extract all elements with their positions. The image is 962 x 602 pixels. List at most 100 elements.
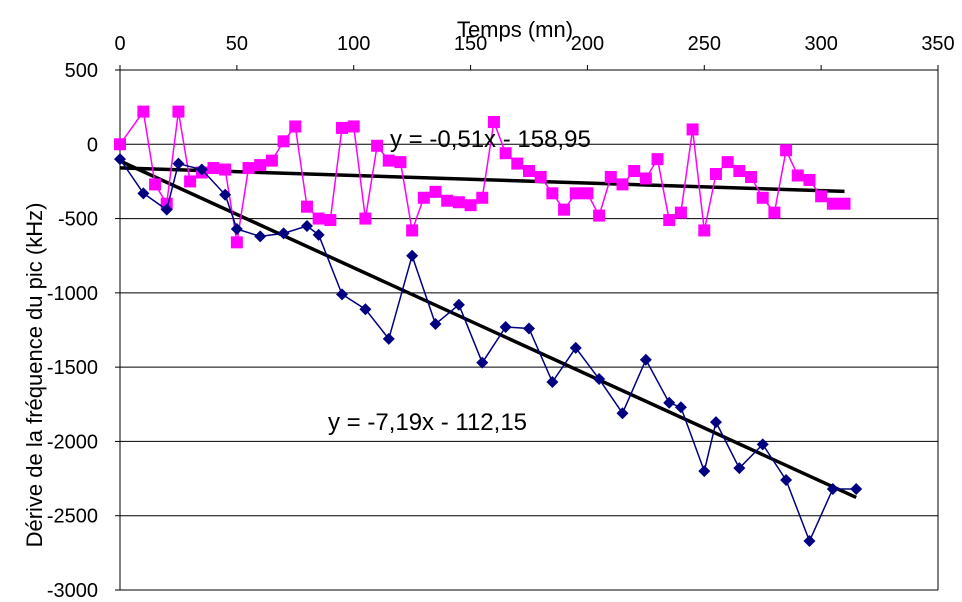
x-tick-label: 200 — [571, 33, 604, 55]
data-point — [137, 187, 150, 200]
data-point — [499, 321, 512, 334]
data-point — [382, 154, 395, 167]
data-point — [569, 341, 582, 354]
data-point — [242, 162, 255, 175]
data-point — [359, 303, 372, 316]
data-point — [780, 474, 793, 487]
trendlines — [119, 159, 857, 500]
data-point — [558, 203, 571, 216]
data-point — [300, 220, 313, 232]
data-point — [639, 172, 652, 185]
trend-equation-navy: y = -7,19x - 112,15 — [328, 409, 527, 436]
data-point — [616, 178, 629, 191]
data-point — [698, 224, 711, 237]
data-point — [511, 157, 524, 170]
data-point — [674, 206, 687, 219]
data-point — [628, 165, 641, 178]
data-point — [277, 227, 290, 240]
data-point — [674, 401, 687, 414]
data-point — [324, 214, 337, 227]
series — [114, 105, 863, 547]
data-point — [745, 170, 758, 183]
data-point — [791, 169, 804, 182]
y-tick-label: -1000 — [47, 283, 98, 305]
data-point — [639, 353, 652, 366]
data-point — [768, 206, 781, 219]
data-point — [195, 163, 208, 176]
data-point — [406, 224, 419, 237]
data-point — [803, 534, 816, 547]
data-point — [137, 105, 150, 118]
data-point — [534, 170, 547, 183]
data-point — [663, 214, 676, 227]
trendline-1 — [119, 159, 857, 500]
data-point — [219, 188, 232, 201]
data-point — [207, 162, 220, 175]
tick-labels: 0 50 100 150 200 250 300 350 500 0 -500 -1000 -1500 -… — [47, 33, 955, 602]
y-tick-label: -3000 — [47, 580, 98, 602]
data-point — [487, 116, 500, 128]
data-point — [826, 197, 839, 210]
data-point — [464, 199, 477, 212]
data-point — [300, 200, 313, 213]
data-point — [604, 170, 617, 183]
data-point — [651, 153, 664, 166]
data-point — [172, 157, 185, 170]
data-point — [546, 187, 559, 200]
data-point — [417, 191, 430, 204]
data-point — [698, 465, 711, 478]
data-point — [160, 203, 173, 216]
data-point — [336, 121, 349, 134]
y-axis-title: Dérive de la fréquence du pic (kHz) — [22, 203, 47, 548]
data-point — [709, 416, 722, 429]
series-line-1 — [119, 158, 857, 543]
data-point — [709, 168, 722, 180]
data-point — [265, 154, 278, 167]
data-point — [429, 185, 442, 198]
y-tick-label: 500 — [65, 60, 98, 82]
data-point — [476, 356, 489, 369]
data-point — [359, 212, 372, 225]
data-point — [523, 322, 535, 335]
data-point — [452, 298, 465, 311]
y-tick-label: -500 — [58, 209, 98, 231]
data-point — [593, 373, 606, 386]
data-point — [406, 249, 419, 262]
data-point — [382, 332, 395, 345]
data-point — [219, 163, 232, 176]
data-point — [114, 153, 126, 166]
data-point — [429, 318, 442, 331]
data-point — [815, 190, 828, 203]
data-point — [686, 123, 699, 136]
x-axis-title: Temps (mn) — [457, 17, 573, 42]
x-tick-label: 150 — [454, 33, 487, 55]
y-tick-label: -2500 — [47, 506, 98, 528]
x-tick-label: 300 — [804, 33, 837, 55]
data-point — [336, 288, 349, 301]
data-point — [476, 191, 489, 204]
data-point — [452, 196, 465, 209]
data-point — [569, 187, 582, 200]
data-point — [733, 165, 746, 178]
x-tick-label: 0 — [114, 33, 125, 55]
data-point — [499, 147, 512, 160]
data-point — [394, 156, 407, 169]
data-point — [546, 376, 559, 388]
x-tick-label: 50 — [226, 33, 248, 55]
data-point — [593, 209, 606, 222]
data-point — [616, 407, 629, 420]
y-tick-label: 0 — [87, 134, 98, 156]
data-point — [838, 197, 851, 210]
data-point — [347, 120, 360, 133]
data-point — [803, 173, 816, 186]
data-point — [149, 178, 162, 191]
data-point — [780, 144, 793, 157]
data-point — [289, 120, 302, 133]
data-point — [581, 187, 594, 200]
data-point — [114, 138, 126, 151]
data-point — [254, 230, 267, 243]
gridlines — [120, 69, 939, 591]
y-tick-label: -2000 — [47, 431, 98, 453]
data-point — [172, 105, 185, 118]
